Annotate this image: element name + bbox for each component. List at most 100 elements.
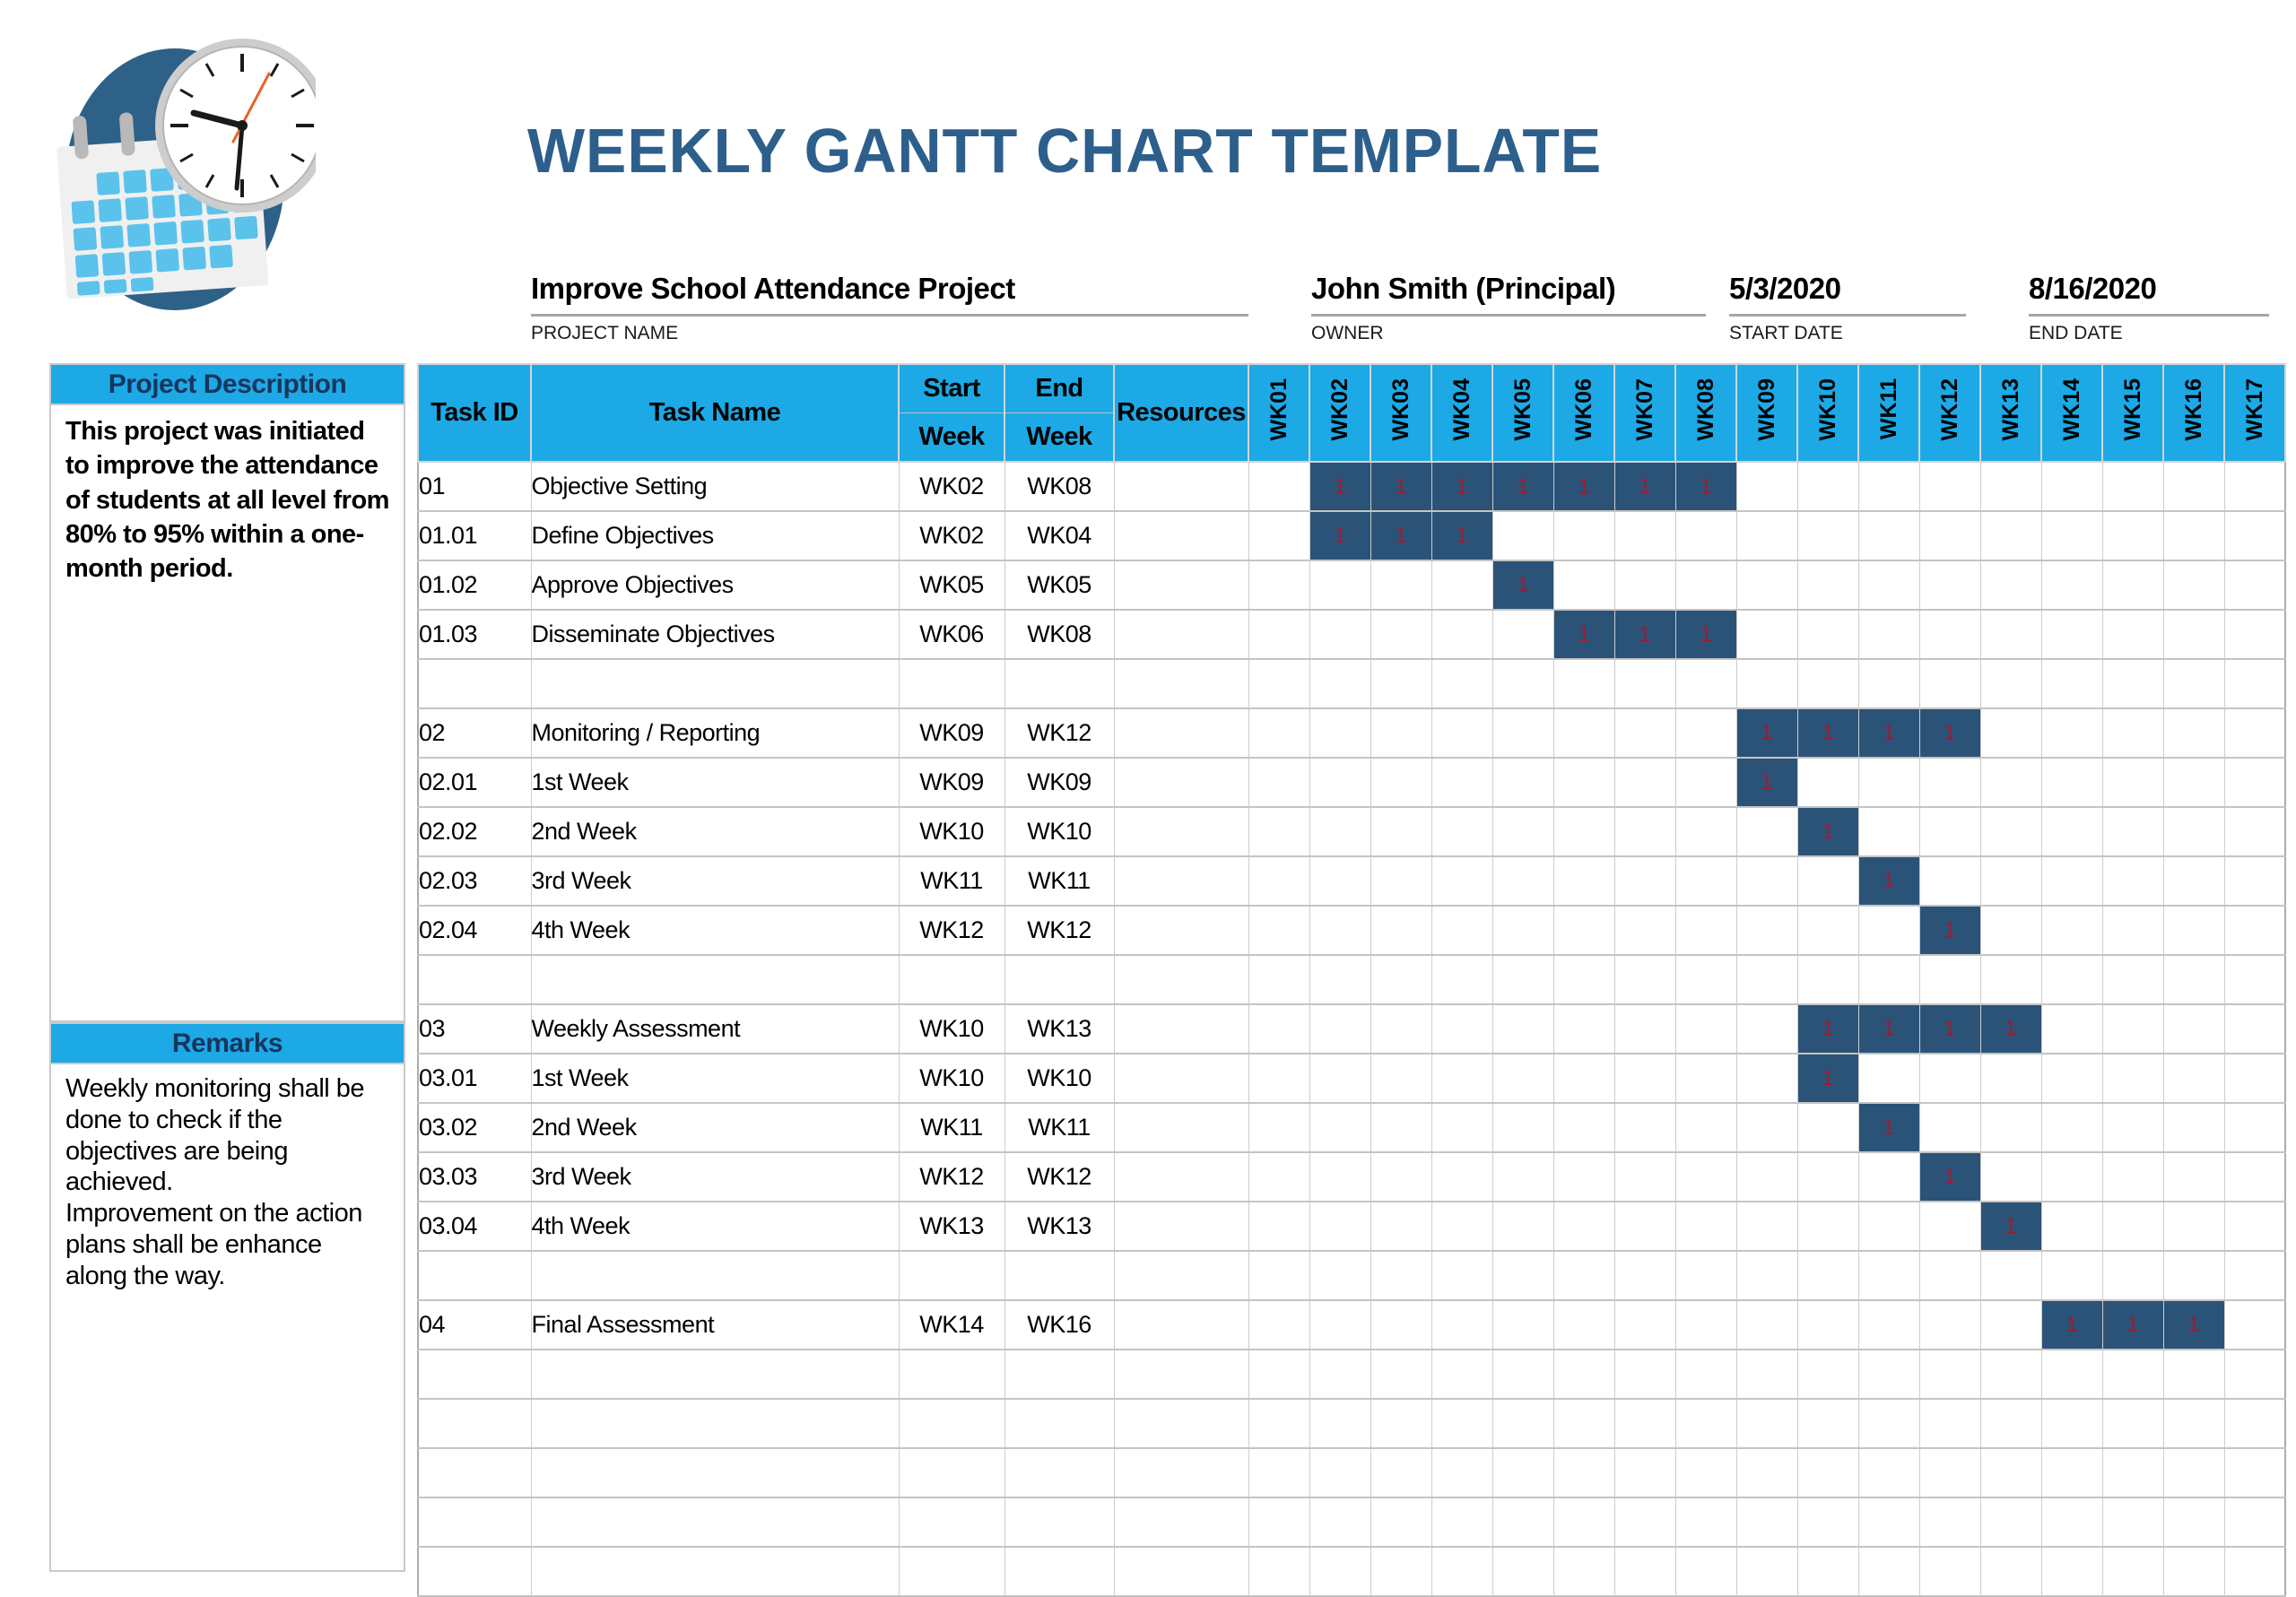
gantt-cell	[1857, 1201, 1920, 1252]
task-id-cell	[417, 1398, 532, 1449]
gantt-cell	[1979, 1299, 2042, 1350]
resources-cell	[1113, 1003, 1249, 1055]
gantt-cell	[2040, 609, 2103, 660]
gantt-cell	[1918, 1546, 1981, 1597]
gantt-cell	[1431, 905, 1493, 956]
end-week-cell: WK10	[1004, 806, 1115, 857]
task-name-cell	[530, 1398, 900, 1449]
gantt-cell	[2040, 707, 2103, 759]
task-id-cell	[417, 1447, 532, 1498]
gantt-cell	[1248, 1250, 1310, 1301]
gantt-cell	[1248, 1151, 1310, 1202]
gantt-cell	[1309, 1250, 1371, 1301]
gantt-cell	[1857, 1053, 1920, 1104]
gantt-cell	[2223, 560, 2286, 611]
gantt-cell	[1735, 1398, 1798, 1449]
task-name-cell: Weekly Assessment	[530, 1003, 900, 1055]
start-week-cell: WK13	[898, 1201, 1005, 1252]
gantt-cell	[1796, 1299, 1859, 1350]
task-row: 02.04 4th Week WK12 WK12 1	[417, 905, 2286, 956]
gantt-bar-cell: 1	[2040, 1299, 2103, 1350]
gantt-cell	[2162, 609, 2225, 660]
gantt-cell	[1735, 658, 1798, 709]
col-header-wk08: WK08	[1674, 363, 1737, 463]
task-row	[417, 1497, 2286, 1548]
gantt-cell	[1431, 757, 1493, 808]
gantt-cell	[1309, 707, 1371, 759]
gantt-cell	[2223, 905, 2286, 956]
gantt-cell	[1370, 1349, 1432, 1400]
task-name-cell	[530, 1447, 900, 1498]
gantt-cell	[1492, 510, 1554, 561]
end-date-value: 8/16/2020	[2029, 272, 2269, 317]
gantt-cell	[2162, 707, 2225, 759]
end-week-cell	[1004, 1497, 1115, 1548]
gantt-cell	[2040, 855, 2103, 907]
end-week-cell	[1004, 1447, 1115, 1498]
gantt-cell	[1309, 954, 1371, 1005]
gantt-bar-cell: 1	[1552, 461, 1615, 512]
task-row: 01.02 Approve Objectives WK05 WK05 1	[417, 560, 2286, 611]
header-row: Task ID Task Name Start Week End Week Re…	[417, 363, 2286, 463]
gantt-cell	[1248, 1201, 1310, 1252]
end-week-cell: WK13	[1004, 1003, 1115, 1055]
calendar-clock-logo	[57, 39, 316, 310]
gantt-bar-cell: 1	[1735, 757, 1798, 808]
col-header-wk02: WK02	[1309, 363, 1371, 463]
gantt-cell	[1309, 1201, 1371, 1252]
start-week-cell	[898, 1349, 1005, 1400]
gantt-cell	[1552, 1299, 1615, 1350]
gantt-cell	[1552, 1003, 1615, 1055]
resources-cell	[1113, 1102, 1249, 1153]
gantt-cell	[2101, 1053, 2164, 1104]
page-title: WEEKLY GANTT CHART TEMPLATE	[527, 116, 1603, 186]
gantt-bar-cell: 1	[1370, 461, 1432, 512]
gantt-cell	[2162, 954, 2225, 1005]
gantt-cell	[1431, 560, 1493, 611]
gantt-bar-cell: 1	[1796, 1053, 1859, 1104]
gantt-cell	[1796, 560, 1859, 611]
gantt-cell	[1248, 707, 1310, 759]
col-header-wk04: WK04	[1431, 363, 1493, 463]
gantt-cell	[1552, 1497, 1615, 1548]
task-id-cell: 02.01	[417, 757, 532, 808]
gantt-cell	[2223, 855, 2286, 907]
gantt-cell	[1857, 560, 1920, 611]
end-week-cell: WK11	[1004, 1102, 1115, 1153]
task-row: 01.01 Define Objectives WK02 WK04 1 1 1	[417, 510, 2286, 561]
gantt-cell	[1613, 707, 1676, 759]
project-description-body: This project was initiated to improve th…	[49, 405, 405, 1022]
gantt-cell	[2162, 461, 2225, 512]
gantt-cell	[1613, 1102, 1676, 1153]
task-id-cell: 04	[417, 1299, 532, 1350]
remarks-body: Weekly monitoring shall be done to check…	[49, 1064, 405, 1572]
col-header-resources: Resources	[1113, 363, 1249, 463]
gantt-cell	[1248, 658, 1310, 709]
gantt-cell	[2101, 609, 2164, 660]
gantt-cell	[2040, 806, 2103, 857]
gantt-cell	[1552, 1151, 1615, 1202]
col-header-wk06: WK06	[1552, 363, 1615, 463]
task-row: 03.03 3rd Week WK12 WK12 1	[417, 1151, 2286, 1202]
task-name-cell: 4th Week	[530, 1201, 900, 1252]
gantt-cell	[2040, 1497, 2103, 1548]
gantt-cell	[1309, 1151, 1371, 1202]
gantt-cell	[2162, 1349, 2225, 1400]
gantt-cell	[2162, 757, 2225, 808]
gantt-cell	[2101, 1151, 2164, 1202]
gantt-cell	[1552, 954, 1615, 1005]
gantt-cell	[1431, 1003, 1493, 1055]
gantt-cell	[2162, 1003, 2225, 1055]
gantt-cell	[2040, 1250, 2103, 1301]
gantt-cell	[1857, 658, 1920, 709]
gantt-cell	[2162, 806, 2225, 857]
gantt-cell	[1674, 806, 1737, 857]
gantt-cell	[1735, 1299, 1798, 1350]
end-week-cell	[1004, 954, 1115, 1005]
start-week-cell: WK02	[898, 510, 1005, 561]
gantt-cell	[2223, 1053, 2286, 1104]
project-description-header: Project Description	[49, 363, 405, 405]
gantt-cell	[2223, 1349, 2286, 1400]
task-id-cell	[417, 1546, 532, 1597]
gantt-cell	[1918, 1102, 1981, 1153]
